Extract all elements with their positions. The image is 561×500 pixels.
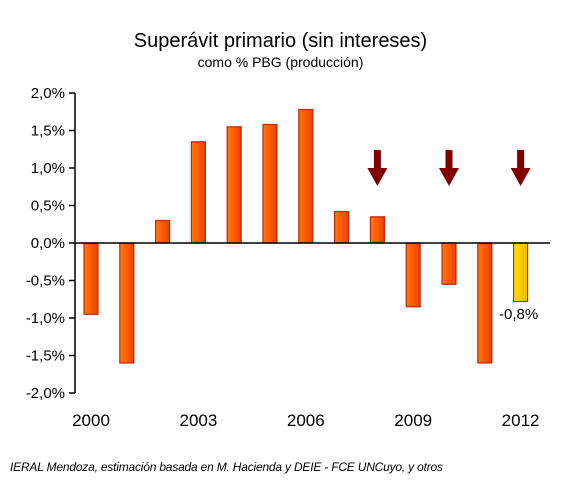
y-tick-label: 1,0%: [31, 160, 65, 177]
arrow-down-icon: [439, 150, 459, 186]
bar-2000: [83, 242, 99, 315]
bar-2009: [405, 242, 421, 308]
bar-2007: [334, 210, 350, 244]
x-tick-label: 2003: [179, 411, 217, 430]
bar-2004: [226, 126, 242, 244]
source-note: IERAL Mendoza, estimación basada en M. H…: [10, 460, 443, 474]
y-tick-label: 2,0%: [31, 85, 65, 102]
y-tick-label: -2,0%: [26, 385, 65, 402]
y-tick-label: 0,5%: [31, 198, 65, 215]
data-label-2012: -0,8%: [499, 306, 538, 323]
x-tick-label: 2006: [287, 411, 325, 430]
arrow-down-icon: [510, 150, 531, 186]
chart-title: Superávit primario (sin intereses): [133, 30, 428, 52]
x-tick-label: 2009: [394, 411, 432, 430]
y-tick-label: -1,0%: [26, 310, 65, 327]
bar-2011: [477, 242, 493, 364]
bar-2001: [119, 242, 135, 364]
y-tick-label: 1,5%: [31, 123, 65, 140]
bar-2012: [512, 242, 529, 303]
y-tick-label: -0,5%: [26, 273, 65, 290]
bar-2002: [155, 219, 171, 244]
x-tick-label: 2012: [502, 411, 540, 430]
bar-2008: [369, 216, 385, 244]
y-tick-label: 0,0%: [31, 235, 65, 252]
y-tick-label: -1,5%: [26, 348, 65, 365]
bar-2005: [262, 123, 278, 244]
bar-2010: [441, 242, 457, 285]
bar-2006: [298, 108, 314, 244]
bar-2003: [190, 141, 206, 244]
chart-subtitle: como % PBG (producción): [197, 54, 364, 70]
arrow-down-icon: [367, 150, 388, 186]
x-tick-label: 2000: [72, 411, 110, 430]
